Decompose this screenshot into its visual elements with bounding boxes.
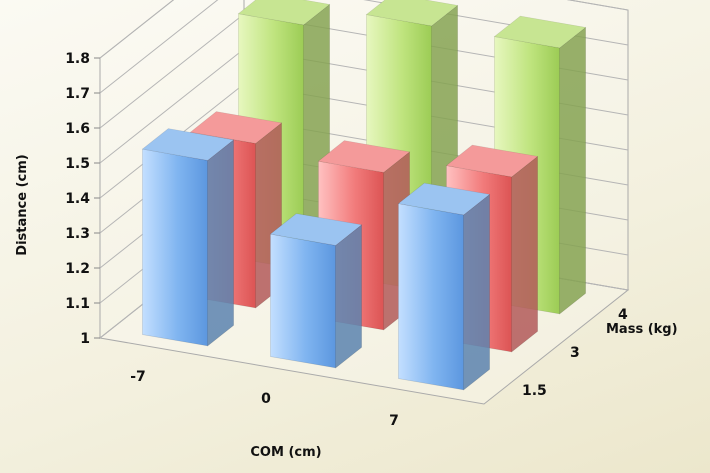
y-tick-label: 1.1 (65, 296, 90, 312)
bar (269, 213, 363, 369)
x-tick-label: -7 (130, 369, 146, 385)
z-tick-label: 1.5 (522, 383, 547, 399)
gridline (99, 0, 629, 94)
x-axis-title: COM (cm) (250, 445, 321, 460)
y-tick-label: 1.7 (65, 86, 90, 102)
x-tick-label: 0 (261, 391, 271, 407)
x-tick-label: 7 (389, 413, 399, 429)
y-tick-label: 1.2 (65, 261, 90, 277)
y-tick-label: 1 (80, 331, 90, 347)
y-tick-label: 1.6 (65, 121, 90, 137)
y-tick-label: 1.3 (65, 226, 90, 242)
gridline (99, 0, 629, 59)
bar (397, 182, 491, 391)
y-tick-label: 1.5 (65, 156, 90, 172)
z-tick-label: 4 (618, 307, 628, 323)
y-tick-label: 1.4 (65, 191, 90, 207)
z-tick-label: 3 (570, 345, 580, 361)
z-axis-title: Mass (kg) (606, 322, 678, 337)
y-tick-label: 1.8 (65, 51, 90, 67)
tick-labels: 1 1.1 1.2 1.3 1.4 1.5 1.6 1.7 1.8 -7 0 7 4 3 1.5 (65, 51, 628, 429)
bars (141, 0, 587, 391)
bar (141, 128, 235, 347)
y-axis-title: Distance (cm) (15, 154, 30, 255)
